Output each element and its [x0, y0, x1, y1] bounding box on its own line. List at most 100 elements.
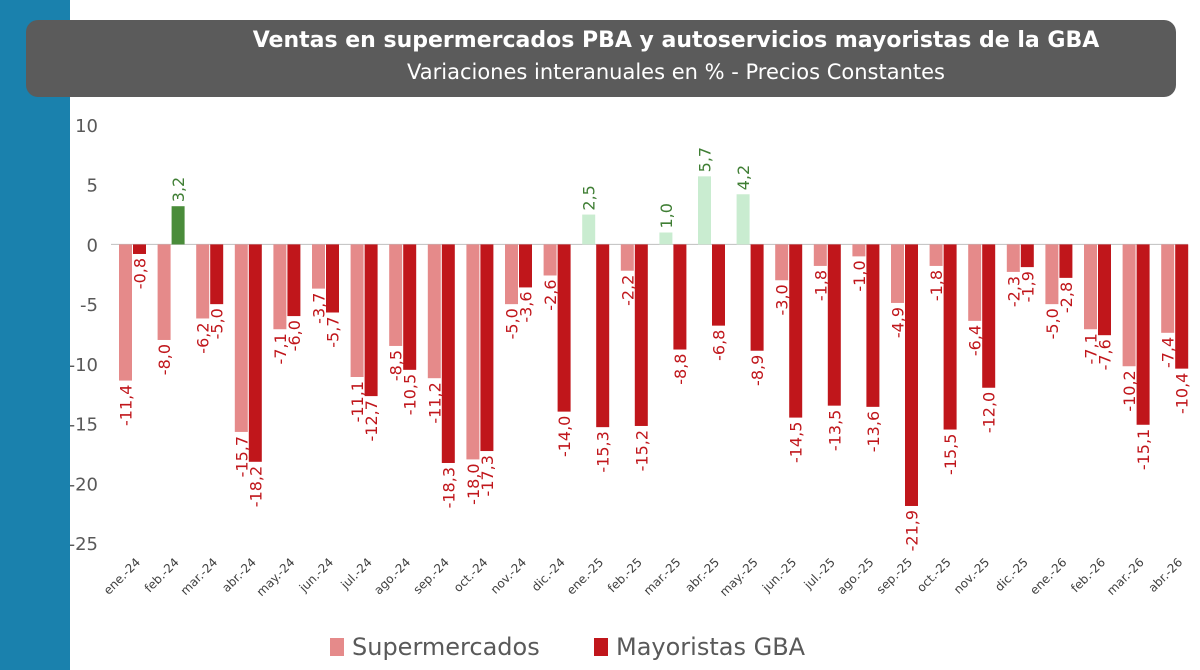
data-label-supermercados: -1,8: [927, 270, 946, 301]
y-tick-label: 0: [87, 235, 98, 256]
data-label-supermercados: -2,2: [618, 275, 637, 306]
bar-mayoristas: [287, 244, 301, 317]
y-tick-label: -5: [80, 295, 98, 316]
bar-supermercados: [929, 244, 943, 266]
data-label-mayoristas: 3,2: [169, 177, 188, 202]
x-tick-label: nov.-25: [951, 555, 992, 596]
bar-supermercados: [736, 194, 750, 245]
bar-mayoristas: [557, 244, 571, 412]
data-label-mayoristas: -6,0: [285, 320, 304, 351]
data-label-mayoristas: -6,8: [710, 330, 729, 361]
x-tick-label: ene.-25: [564, 555, 606, 597]
data-label-supermercados: 5,7: [696, 147, 715, 172]
x-tick-label: nov.-24: [488, 555, 529, 596]
bar-mayoristas: [596, 244, 610, 428]
x-tick-label: abr.-26: [1146, 555, 1186, 595]
data-label-mayoristas: -1,9: [1018, 271, 1037, 302]
data-label-mayoristas: -15,5: [941, 434, 960, 475]
bar-supermercados: [582, 214, 596, 245]
data-label-mayoristas: -5,7: [324, 317, 343, 348]
y-tick-label: -10: [70, 355, 98, 376]
data-label-supermercados: -11,2: [425, 382, 444, 423]
bar-supermercados: [1006, 244, 1020, 272]
bar-mayoristas: [326, 244, 339, 313]
title-box: Ventas en supermercados PBA y autoservic…: [26, 20, 1176, 97]
chart-title: Ventas en supermercados PBA y autoservic…: [252, 28, 1100, 53]
chart-subtitle: Variaciones interanuales en % - Precios …: [407, 60, 945, 84]
data-label-supermercados: 1,0: [657, 203, 676, 228]
bar-supermercados: [775, 244, 789, 281]
data-label-mayoristas: -12,7: [362, 400, 381, 441]
data-label-mayoristas: -15,1: [1134, 429, 1153, 470]
y-tick-label: 10: [75, 116, 98, 137]
bar-mayoristas: [750, 244, 764, 351]
bar-mayoristas: [943, 244, 957, 430]
data-label-supermercados: -5,0: [1043, 308, 1062, 339]
bar-supermercados: [698, 176, 711, 245]
data-label-supermercados: -6,4: [966, 325, 985, 356]
x-tick-label: may.-25: [717, 555, 761, 599]
x-tick-label: mar.-26: [1104, 555, 1147, 598]
legend-label-mayoristas: Mayoristas GBA: [616, 633, 806, 661]
x-tick-label: oct.-24: [451, 555, 491, 595]
data-label-mayoristas: -5,0: [208, 308, 227, 339]
bar-supermercados: [466, 244, 480, 460]
x-tick-label: dic.-24: [529, 555, 568, 594]
bar-mayoristas: [1020, 244, 1034, 268]
bar-mayoristas: [519, 244, 532, 288]
data-label-supermercados: -5,0: [503, 308, 522, 339]
bar-supermercados: [1122, 244, 1136, 367]
data-label-mayoristas: -8,9: [748, 355, 767, 386]
data-label-mayoristas: -7,6: [1096, 339, 1115, 370]
bar-supermercados: [813, 244, 827, 266]
data-label-mayoristas: -14,5: [787, 422, 806, 463]
bar-supermercados: [234, 244, 248, 432]
x-tick-label: may.-24: [254, 555, 298, 599]
bar-mayoristas: [789, 244, 803, 418]
data-label-supermercados: -4,9: [889, 307, 908, 338]
x-tick-label: mar.-25: [641, 555, 684, 598]
data-label-mayoristas: -18,3: [439, 467, 458, 508]
bar-supermercados: [312, 244, 325, 289]
x-tick-label: mar.-24: [178, 555, 221, 598]
bar-supermercados: [891, 244, 904, 303]
data-label-mayoristas: -17,3: [478, 455, 497, 496]
data-label-mayoristas: -21,9: [903, 510, 922, 551]
x-tick-label: feb.-26: [1068, 555, 1108, 595]
bar-mayoristas: [634, 244, 648, 426]
data-label-supermercados: -1,8: [811, 270, 830, 301]
data-label-mayoristas: -13,5: [825, 410, 844, 451]
data-label-mayoristas: -15,2: [632, 430, 651, 471]
data-label-mayoristas: -10,4: [1173, 373, 1192, 414]
x-tick-label: ene.-24: [101, 555, 143, 597]
bar-mayoristas: [1175, 244, 1189, 369]
data-label-supermercados: -3,7: [310, 293, 329, 324]
data-label-mayoristas: -3,6: [517, 291, 536, 322]
bar-mayoristas: [866, 244, 880, 407]
data-label-supermercados: -7,1: [1082, 333, 1101, 364]
bar-supermercados: [543, 244, 557, 276]
bar-mayoristas: [480, 244, 494, 452]
bar-supermercados: [1161, 244, 1175, 333]
data-label-supermercados: -7,1: [271, 333, 290, 364]
sidebar-stripe: [0, 0, 70, 670]
data-label-supermercados: -2,3: [1004, 276, 1023, 307]
data-label-supermercados: -3,0: [773, 284, 792, 315]
x-tick-label: ago.-24: [371, 555, 413, 597]
bar-mayoristas: [403, 244, 417, 370]
x-tick-label: jun.-24: [296, 555, 336, 595]
y-tick-label: -25: [70, 534, 98, 555]
data-label-mayoristas: -2,8: [1057, 282, 1076, 313]
x-tick-label: feb.-25: [605, 555, 645, 595]
x-tick-label: feb.-24: [142, 555, 182, 595]
x-tick-label: oct.-25: [914, 555, 954, 595]
data-label-mayoristas: -10,5: [401, 374, 420, 415]
y-tick-label: 5: [87, 176, 98, 197]
legend-swatch-supermercados: [330, 638, 344, 656]
bar-supermercados: [350, 244, 364, 377]
bar-supermercados: [119, 244, 132, 381]
bar-mayoristas: [441, 244, 455, 463]
bar-mayoristas: [905, 244, 918, 506]
legend-item-mayoristas: Mayoristas GBA: [594, 630, 805, 664]
y-tick-label: -20: [70, 474, 98, 495]
